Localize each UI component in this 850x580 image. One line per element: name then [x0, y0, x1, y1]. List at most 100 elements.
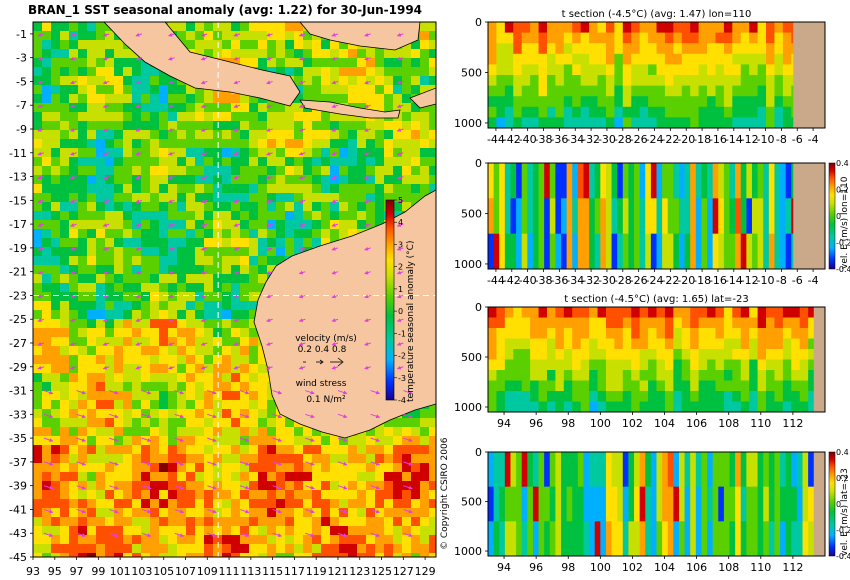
- section-cell: [723, 359, 733, 371]
- section-cell: [521, 317, 531, 329]
- map-cell: [132, 58, 142, 68]
- map-cell: [375, 553, 385, 557]
- map-cell: [186, 166, 196, 176]
- map-cell: [303, 193, 313, 203]
- map-cell: [60, 463, 70, 473]
- map-cell: [132, 526, 142, 536]
- map-cell: [339, 184, 349, 194]
- wind-vector: [403, 413, 413, 419]
- map-cell: [303, 121, 313, 131]
- map-cell: [186, 517, 196, 527]
- section-cell: [546, 96, 556, 108]
- map-cell: [132, 544, 142, 554]
- map-cell: [78, 418, 88, 428]
- map-cell: [168, 544, 178, 554]
- map-cell: [276, 184, 286, 194]
- section-cell: [589, 338, 599, 350]
- section-cell: [488, 370, 497, 381]
- section-cell: [605, 64, 615, 76]
- section-cell: [538, 75, 548, 87]
- map-cell: [96, 211, 106, 221]
- map-cell: [114, 211, 124, 221]
- depth-tick-label: 1000: [454, 117, 482, 130]
- map-cell: [393, 508, 403, 518]
- map-cell: [87, 364, 97, 374]
- map-cell: [96, 427, 106, 437]
- section-cell: [496, 32, 506, 44]
- section-cell: [530, 64, 540, 76]
- map-cell: [114, 436, 124, 446]
- wind-vector: [76, 390, 87, 395]
- map-cell: [42, 481, 52, 491]
- lon-tick-label: 95: [48, 565, 62, 578]
- section-cell: [673, 486, 680, 522]
- map-cell: [132, 382, 142, 392]
- map-cell: [375, 166, 385, 176]
- map-cell: [87, 292, 97, 302]
- map-cell: [384, 76, 394, 86]
- map-cell: [267, 193, 277, 203]
- map-cell: [213, 445, 223, 455]
- map-cell: [204, 40, 214, 50]
- map-cell: [150, 436, 160, 446]
- map-cell: [51, 463, 61, 473]
- section-cell: [521, 307, 531, 318]
- section-cell: [513, 317, 523, 329]
- map-cell: [195, 274, 205, 284]
- map-cell: [150, 445, 160, 455]
- map-cell: [42, 409, 52, 419]
- wind-vector: [135, 104, 143, 109]
- map-cell: [402, 166, 412, 176]
- map-cell: [60, 103, 70, 113]
- map-cell: [78, 319, 88, 329]
- wind-vector: [370, 461, 381, 466]
- section-cell: [605, 401, 615, 413]
- map-cell: [249, 256, 259, 266]
- lon-tick-label: 117: [284, 565, 305, 578]
- map-cell: [294, 229, 304, 239]
- map-cell: [249, 382, 259, 392]
- section-cell: [605, 117, 615, 129]
- map-cell: [141, 490, 151, 500]
- map-cell: [411, 553, 421, 557]
- map-cell: [249, 229, 259, 239]
- section-cell: [521, 64, 531, 76]
- map-cell: [321, 40, 331, 50]
- map-cell: [195, 139, 205, 149]
- section-cell: [504, 198, 511, 235]
- section-cell: [488, 486, 495, 522]
- map-cell: [33, 157, 43, 167]
- section-cell: [563, 75, 573, 87]
- map-cell: [132, 283, 142, 293]
- wind-vector: [70, 199, 77, 204]
- map-cell: [357, 193, 367, 203]
- wind-vector: [102, 175, 110, 180]
- depth-tick-label: 500: [461, 351, 482, 364]
- section-cell: [555, 486, 562, 522]
- map-cell: [69, 346, 79, 356]
- map-cell: [60, 247, 70, 257]
- map-cell: [204, 364, 214, 374]
- map-cell: [402, 517, 412, 527]
- map-cell: [150, 103, 160, 113]
- section-cell: [488, 307, 497, 318]
- section-cell: [715, 106, 725, 118]
- map-cell: [96, 409, 106, 419]
- wind-vector: [305, 390, 315, 395]
- section-cell: [732, 96, 742, 108]
- map-cell: [402, 427, 412, 437]
- section-cell: [521, 43, 531, 55]
- section-cell: [555, 96, 565, 108]
- velocity-colorbar-tick-label: 0.2: [836, 186, 849, 195]
- map-cell: [249, 292, 259, 302]
- map-cell: [96, 472, 106, 482]
- map-cell: [186, 238, 196, 248]
- section-cell: [723, 486, 731, 522]
- section-cell: [566, 198, 573, 235]
- section-cell: [513, 22, 523, 34]
- map-cell: [168, 391, 178, 401]
- map-cell: [321, 175, 331, 185]
- map-cell: [294, 508, 304, 518]
- map-cell: [123, 157, 133, 167]
